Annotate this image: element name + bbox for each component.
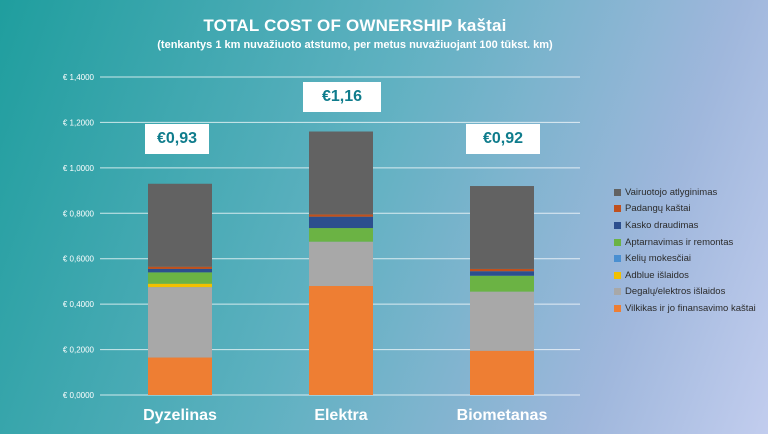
bar-segment-dyzelinas-degalu: [148, 287, 212, 358]
bar-segment-dyzelinas-vilkikas: [148, 357, 212, 395]
bar-segment-elektra-aptarnavimas: [309, 228, 373, 242]
bar-segment-biometanas-vairuotojo: [470, 186, 534, 269]
chart-legend: Vairuotojo atlyginimas Padangų kaštai Kask…: [614, 184, 756, 317]
total-box-biometanas: €0,92: [466, 124, 540, 154]
legend-label: Kelių mokesčiai: [625, 253, 691, 265]
legend-item: Vilkikas ir jo finansavimo kaštai: [614, 300, 756, 317]
bar-segment-elektra-vilkikas: [309, 285, 373, 395]
bar-segment-dyzelinas-aptarnavimas: [148, 272, 212, 284]
legend-label: Aptarnavimas ir remontas: [625, 236, 734, 248]
chart-title: TOTAL COST OF OWNERSHIP kaštai: [203, 16, 507, 35]
y-tick-label: € 0,8000: [63, 209, 95, 218]
total-box-elektra: €1,16: [303, 82, 381, 112]
legend-swatch: [614, 304, 621, 312]
legend-swatch: [614, 188, 621, 196]
legend-item: Kelių mokesčiai: [614, 250, 756, 267]
legend-item: Aptarnavimas ir remontas: [614, 234, 756, 251]
bar-segment-biometanas-padangu: [470, 268, 534, 272]
bar-segment-dyzelinas-vairuotojo: [148, 183, 212, 267]
bar-segment-biometanas-aptarnavimas: [470, 275, 534, 292]
chart-subtitle: (tenkantys 1 km nuvažiuoto atstumo, per …: [157, 39, 553, 51]
legend-item: Padangų kaštai: [614, 201, 756, 218]
legend-swatch: [614, 271, 621, 279]
y-tick-label: € 0,4000: [63, 300, 95, 309]
y-tick-label: € 1,4000: [63, 73, 95, 82]
legend-label: Kasko draudimas: [625, 219, 699, 231]
x-category-label: Biometanas: [457, 407, 548, 424]
y-tick-label: € 1,2000: [63, 118, 95, 127]
bar-segment-biometanas-kasko: [470, 271, 534, 276]
legend-label: Vilkikas ir jo finansavimo kaštai: [625, 302, 756, 314]
legend-swatch: [614, 221, 621, 229]
bar-segment-elektra-degalu: [309, 241, 373, 286]
y-tick-label: € 0,0000: [63, 391, 95, 400]
bar-segment-elektra-vairuotojo: [309, 131, 373, 215]
y-tick-label: € 1,0000: [63, 164, 95, 173]
legend-item: Adblue išlaidos: [614, 267, 756, 284]
legend-swatch: [614, 205, 621, 213]
bar-segment-dyzelinas-kasko: [148, 268, 212, 273]
legend-label: Degalų/elektros išlaidos: [625, 286, 726, 298]
legend-swatch: [614, 288, 621, 296]
bar-segment-dyzelinas-adblue: [148, 283, 212, 288]
bar-segment-elektra-padangu: [309, 214, 373, 217]
legend-item: Kasko draudimas: [614, 217, 756, 234]
legend-item: Vairuotojo atlyginimas: [614, 184, 756, 201]
bar-segment-biometanas-vilkikas: [470, 350, 534, 395]
bar-segment-elektra-kasko: [309, 216, 373, 229]
legend-label: Adblue išlaidos: [625, 269, 689, 281]
y-tick-label: € 0,6000: [63, 255, 95, 264]
x-category-label: Dyzelinas: [143, 407, 217, 424]
legend-label: Vairuotojo atlyginimas: [625, 186, 718, 198]
bar-segment-dyzelinas-padangu: [148, 266, 212, 269]
legend-swatch: [614, 238, 621, 246]
x-category-label: Elektra: [314, 407, 367, 424]
legend-label: Padangų kaštai: [625, 203, 691, 215]
bar-segment-biometanas-degalu: [470, 291, 534, 351]
legend-swatch: [614, 255, 621, 263]
y-tick-label: € 0,2000: [63, 346, 95, 355]
total-box-dyzelinas: €0,93: [145, 124, 209, 154]
legend-item: Degalų/elektros išlaidos: [614, 284, 756, 301]
